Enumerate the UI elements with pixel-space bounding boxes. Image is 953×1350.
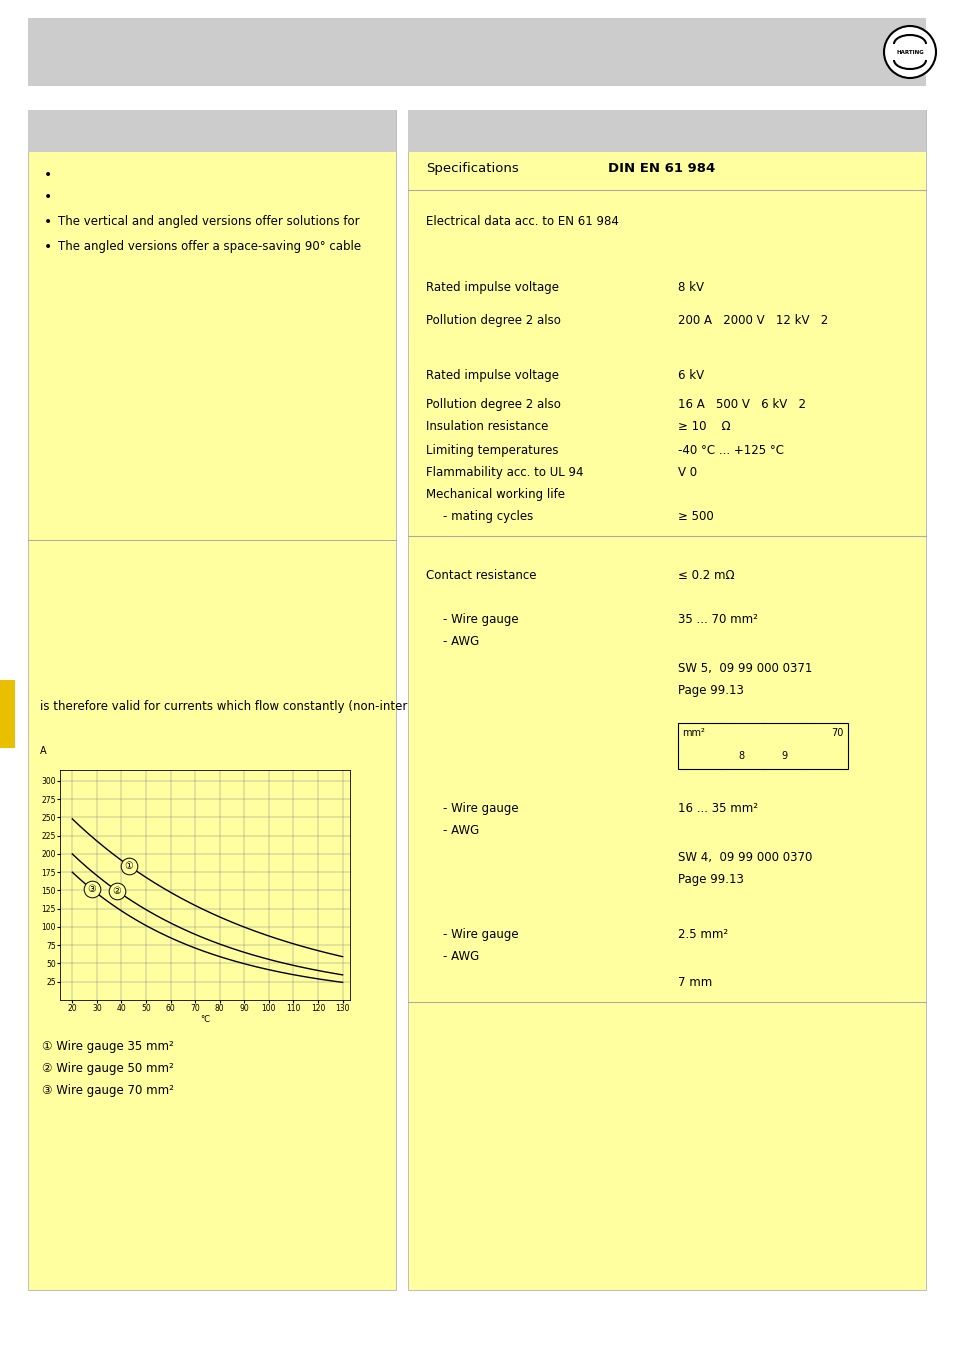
Text: The angled versions offer a space-saving 90° cable: The angled versions offer a space-saving…	[58, 240, 361, 252]
Text: Limiting temperatures: Limiting temperatures	[426, 444, 558, 456]
Text: - AWG: - AWG	[442, 825, 478, 837]
Text: •: •	[44, 167, 52, 182]
Text: 7 mm: 7 mm	[678, 976, 712, 990]
Text: SW 4,  09 99 000 0370: SW 4, 09 99 000 0370	[678, 850, 812, 864]
Bar	[28, 18, 925, 86]
Text: Insulation resistance: Insulation resistance	[426, 420, 548, 432]
Bar	[408, 109, 925, 153]
Text: ≤ 0.2 mΩ: ≤ 0.2 mΩ	[678, 570, 734, 582]
Text: Page 99.13: Page 99.13	[678, 872, 743, 886]
Bar	[28, 109, 395, 153]
Circle shape	[883, 26, 935, 78]
Text: ②: ②	[112, 886, 121, 895]
Text: Contact resistance: Contact resistance	[426, 570, 536, 582]
Text: •: •	[44, 215, 52, 230]
Text: 70: 70	[831, 728, 843, 738]
Text: •: •	[44, 190, 52, 204]
Text: Specifications: Specifications	[426, 162, 518, 176]
Bar	[678, 724, 847, 769]
Text: Pollution degree 2 also: Pollution degree 2 also	[426, 398, 560, 410]
Text: ①: ①	[124, 861, 133, 871]
Text: ≥ 10    Ω: ≥ 10 Ω	[678, 420, 730, 432]
Text: 16 A   500 V   6 kV   2: 16 A 500 V 6 kV 2	[678, 398, 805, 410]
Text: Flammability acc. to UL 94: Flammability acc. to UL 94	[426, 466, 583, 479]
Text: Pollution degree 2 also: Pollution degree 2 also	[426, 315, 560, 327]
Text: ≥ 500: ≥ 500	[678, 510, 713, 522]
Text: HARTING: HARTING	[895, 50, 923, 54]
Text: - Wire gauge: - Wire gauge	[442, 613, 518, 626]
Text: 2.5 mm²: 2.5 mm²	[678, 927, 727, 941]
Bar	[408, 109, 925, 1291]
Text: - AWG: - AWG	[442, 636, 478, 648]
Text: The vertical and angled versions offer solutions for: The vertical and angled versions offer s…	[58, 215, 359, 228]
Text: mm²: mm²	[681, 728, 704, 738]
Text: -40 °C ... +125 °C: -40 °C ... +125 °C	[678, 444, 783, 456]
Text: Electrical data acc. to EN 61 984: Electrical data acc. to EN 61 984	[426, 215, 618, 228]
Text: 8 kV: 8 kV	[678, 281, 703, 294]
Text: Mechanical working life: Mechanical working life	[426, 487, 564, 501]
Text: Rated impulse voltage: Rated impulse voltage	[426, 369, 558, 382]
Text: 16 ... 35 mm²: 16 ... 35 mm²	[678, 802, 758, 815]
Text: 6 kV: 6 kV	[678, 369, 703, 382]
Text: 35 ... 70 mm²: 35 ... 70 mm²	[678, 613, 757, 626]
Text: Rated impulse voltage: Rated impulse voltage	[426, 281, 558, 294]
Text: - Wire gauge: - Wire gauge	[442, 802, 518, 815]
Text: •: •	[44, 240, 52, 254]
Text: - Wire gauge: - Wire gauge	[442, 927, 518, 941]
Text: V 0: V 0	[678, 466, 697, 479]
Text: 9: 9	[781, 751, 786, 761]
Text: ③: ③	[88, 884, 96, 894]
Text: A: A	[40, 747, 47, 756]
Text: Page 99.13: Page 99.13	[678, 683, 743, 697]
X-axis label: °C: °C	[200, 1015, 210, 1023]
Text: is therefore valid for currents which flow constantly (non-inter: is therefore valid for currents which fl…	[40, 701, 407, 713]
Text: - AWG: - AWG	[442, 949, 478, 963]
Text: ① Wire gauge 35 mm²: ① Wire gauge 35 mm²	[42, 1040, 173, 1053]
Text: DIN EN 61 984: DIN EN 61 984	[607, 162, 715, 176]
Bar	[0, 680, 15, 748]
Bar	[28, 109, 395, 1291]
Text: 200 A   2000 V   12 kV   2: 200 A 2000 V 12 kV 2	[678, 315, 827, 327]
Text: ③ Wire gauge 70 mm²: ③ Wire gauge 70 mm²	[42, 1084, 173, 1098]
Text: ② Wire gauge 50 mm²: ② Wire gauge 50 mm²	[42, 1062, 173, 1075]
Text: SW 5,  09 99 000 0371: SW 5, 09 99 000 0371	[678, 662, 812, 675]
Text: - mating cycles: - mating cycles	[442, 510, 533, 522]
Text: 8: 8	[738, 751, 744, 761]
